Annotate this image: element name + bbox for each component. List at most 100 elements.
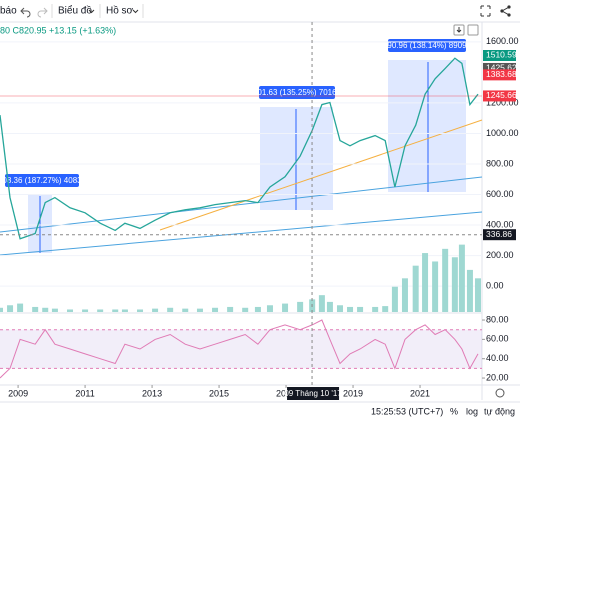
crosshair-label: 09 Tháng 10 '17 xyxy=(284,389,342,398)
settings-icon[interactable] xyxy=(495,388,505,398)
y-tick-label: 600.00 xyxy=(486,189,514,199)
price-label-bg xyxy=(483,90,516,102)
volume-bar xyxy=(357,306,364,312)
price-label-bg xyxy=(483,69,516,81)
volume-bar xyxy=(0,307,3,312)
volume-bar xyxy=(112,309,119,312)
volume-bar xyxy=(182,308,189,312)
rsi-tick-label: 40.00 xyxy=(486,353,509,363)
y-tick-label: 1600.00 xyxy=(486,36,519,46)
volume-bar xyxy=(458,244,465,312)
price-label: 1245.66 xyxy=(486,90,517,100)
volume-bar xyxy=(212,307,219,312)
share-dot xyxy=(507,13,511,17)
x-tick-label: 2019 xyxy=(343,388,363,398)
volume-bar xyxy=(227,306,234,312)
button[interactable] xyxy=(453,24,465,36)
volume-bar xyxy=(347,306,354,312)
measure-label: 408.36 (187.27%) 40836 xyxy=(0,176,87,185)
price-label: 336.86 xyxy=(486,229,512,239)
price-line xyxy=(0,57,479,240)
chart-menu[interactable]: Biểu đồ xyxy=(58,5,92,17)
redo[interactable] xyxy=(37,7,48,18)
volume-bar xyxy=(391,286,398,312)
volume-bar xyxy=(137,309,144,312)
measure-label: 701.63 (135.25%) 70163 xyxy=(253,88,342,97)
crosshair-label-bg xyxy=(287,387,340,400)
share-dot xyxy=(500,9,504,13)
clock: 15:25:53 (UTC+7) xyxy=(371,406,443,416)
price-label-bg xyxy=(483,49,516,61)
download-icon xyxy=(456,27,462,33)
volume-bar xyxy=(451,257,458,312)
chevron xyxy=(88,9,95,14)
measure-label: 890.96 (138.14%) 89096 xyxy=(383,41,472,50)
x-tick-label: 2013 xyxy=(142,388,162,398)
volume-bar xyxy=(336,305,343,312)
chevron xyxy=(132,9,139,14)
trend-line xyxy=(0,176,483,233)
rsi-tick-label: 80.00 xyxy=(486,314,509,324)
rsi-line xyxy=(0,319,479,379)
price-label: 1425.62 xyxy=(486,63,517,73)
volume-bar xyxy=(32,306,39,312)
undo[interactable] xyxy=(20,7,31,18)
volume-bar xyxy=(282,303,289,312)
price-label-bg xyxy=(483,229,516,241)
volume-bar xyxy=(97,309,104,312)
measure-label-bg xyxy=(5,174,79,187)
volume-bar xyxy=(67,309,74,312)
trend-line xyxy=(0,211,483,256)
volume-bar xyxy=(326,301,333,312)
fullscreen[interactable] xyxy=(480,5,491,17)
legend-line: 80 C820.95 +13.15 (+1.63%) xyxy=(0,25,116,35)
profile-menu[interactable]: Hồ sơ xyxy=(106,5,134,17)
price-label: 1383.68 xyxy=(486,69,517,79)
volume-bar xyxy=(318,295,325,312)
volume-bar xyxy=(412,265,419,312)
volume-bar xyxy=(51,308,58,312)
price-label: 1510.59 xyxy=(486,50,517,60)
rsi-tick-label: 60.00 xyxy=(486,334,509,344)
x-tick-label: 2017 xyxy=(276,388,296,398)
x-tick-label: 2021 xyxy=(410,388,430,398)
y-tick-label: 200.00 xyxy=(486,250,514,260)
volume-bar xyxy=(7,305,14,312)
measure-label-bg xyxy=(259,86,335,99)
volume-bar xyxy=(372,306,379,312)
volume-bar xyxy=(474,278,481,312)
y-tick-label: 800.00 xyxy=(486,158,514,168)
y-tick-label: 0.00 xyxy=(486,281,504,291)
x-tick-label: 2009 xyxy=(8,388,28,398)
volume-bar xyxy=(121,309,128,312)
button[interactable] xyxy=(467,24,479,36)
log-toggle[interactable]: log xyxy=(466,406,478,416)
y-tick-label: 1200.00 xyxy=(486,97,519,107)
volume-bar xyxy=(167,307,174,312)
price-label-bg xyxy=(483,62,516,74)
volume-bar xyxy=(266,305,273,312)
measure-box xyxy=(388,60,466,192)
percent-toggle[interactable]: % xyxy=(450,406,458,416)
volume-bar xyxy=(242,307,249,312)
volume-bar xyxy=(42,307,49,312)
volume-bar xyxy=(401,278,408,312)
auto-toggle[interactable]: tự động xyxy=(484,406,515,416)
moving-average xyxy=(159,119,483,231)
volume-bar xyxy=(254,306,261,312)
volume-bar xyxy=(297,301,304,312)
x-tick-label: 2011 xyxy=(75,388,94,398)
volume-bar xyxy=(382,306,389,312)
volume-bar xyxy=(466,269,473,312)
volume-bar xyxy=(442,248,449,312)
x-tick-label: 2015 xyxy=(209,388,229,398)
volume-bar xyxy=(152,308,159,312)
volume-bar xyxy=(196,308,203,312)
volume-bar xyxy=(422,253,429,312)
share-dot xyxy=(507,5,511,9)
volume-bar xyxy=(82,309,89,312)
rsi-tick-label: 20.00 xyxy=(486,372,509,382)
toolbar-text[interactable]: báo xyxy=(0,6,17,17)
y-tick-label: 1000.00 xyxy=(486,128,519,138)
